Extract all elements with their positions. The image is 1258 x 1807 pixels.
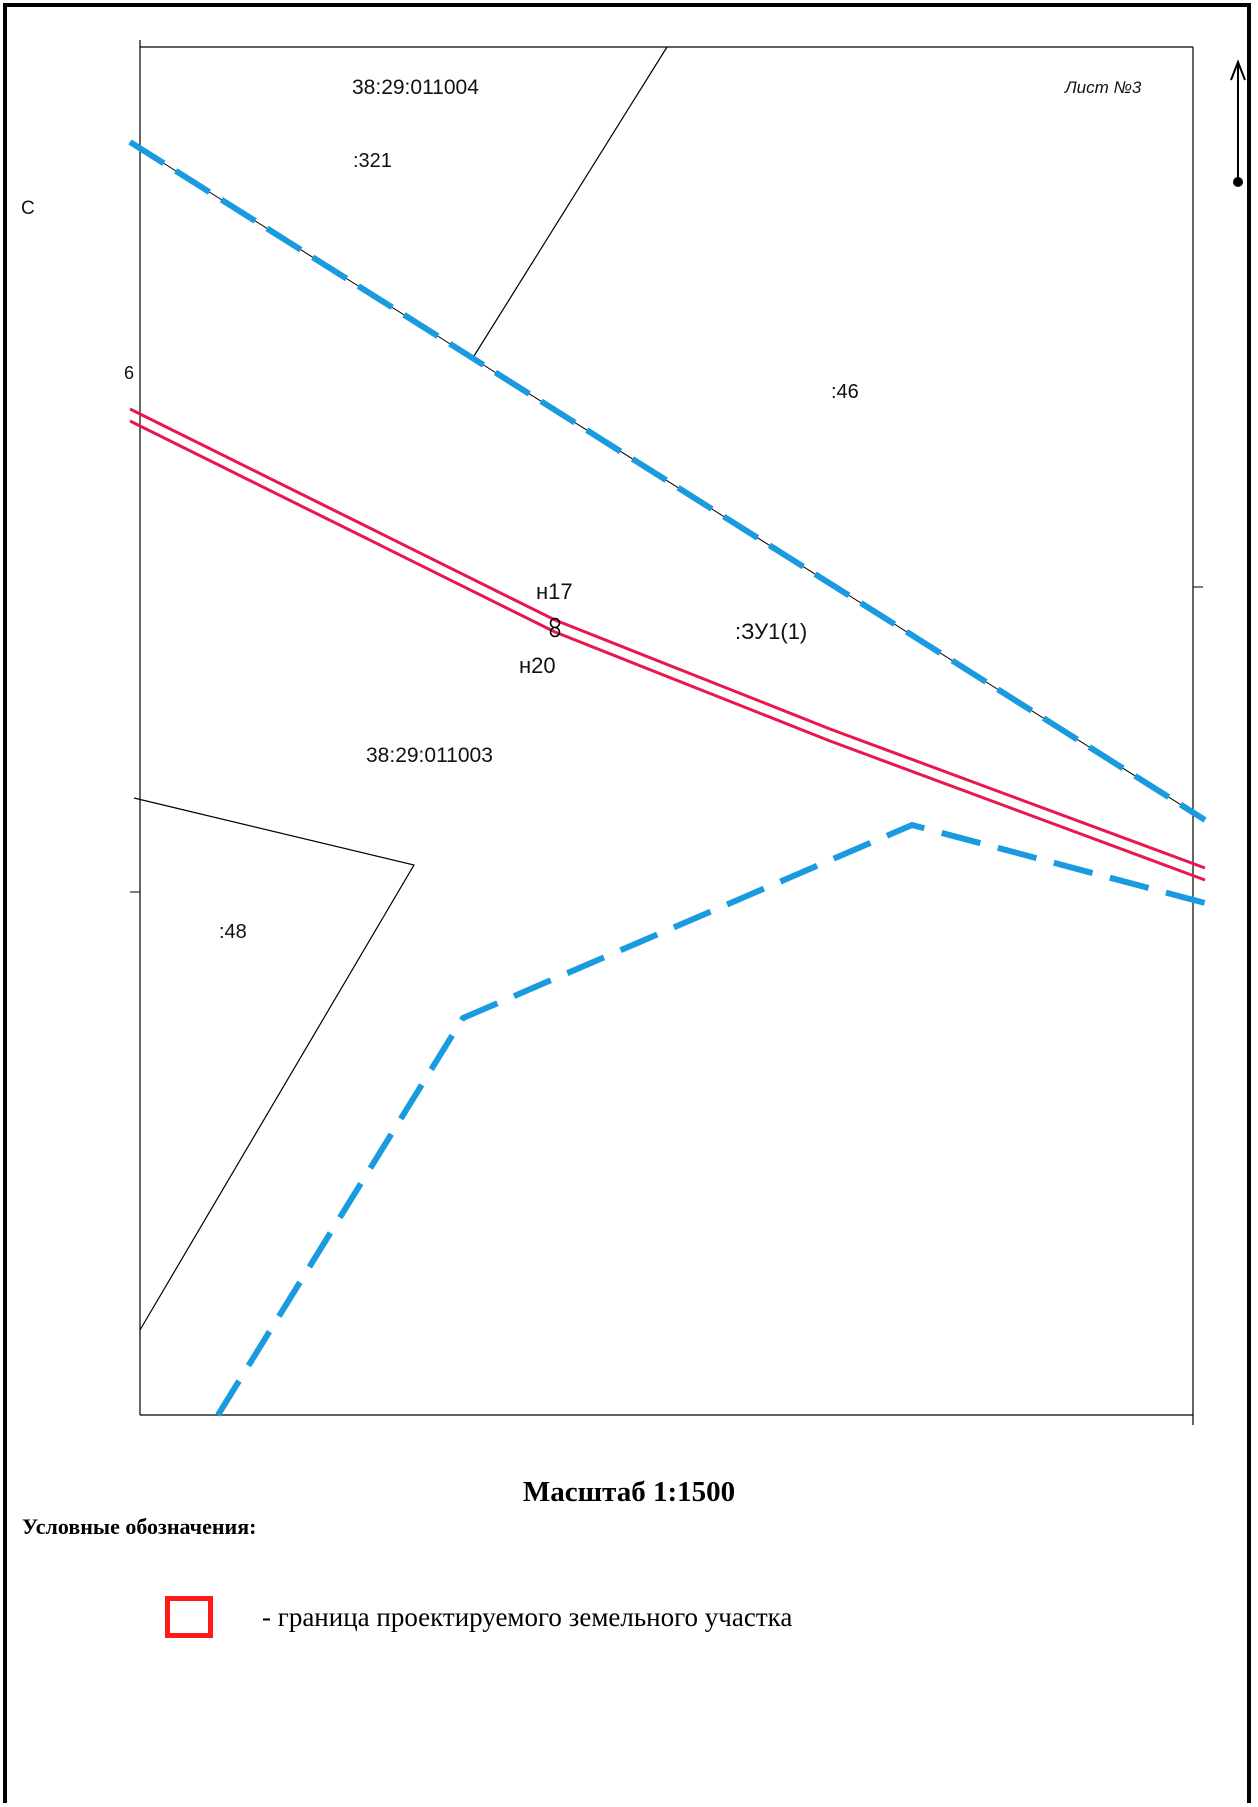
point-label-n20: н20 <box>519 653 556 678</box>
sheet-label: Лист №3 <box>1064 78 1142 97</box>
scale-title: Масштаб 1:1500 <box>0 1476 1258 1509</box>
legend-title: Условные обозначения: <box>22 1514 256 1540</box>
parcel-label-zu1: :ЗУ1(1) <box>735 619 807 644</box>
north-arrow-icon <box>1231 62 1245 187</box>
red-square-outline-icon <box>165 1596 213 1638</box>
margin-fragment: 6 <box>124 363 134 383</box>
parcel-line-48 <box>134 798 414 1330</box>
legend-item-text: - граница проектируемого земельного учас… <box>262 1602 792 1633</box>
parcel-line-321-46 <box>474 47 667 356</box>
quarter-label-top: 38:29:011004 <box>352 76 479 99</box>
quarter-label-bottom: 38:29:011003 <box>366 744 493 767</box>
point-label-n17: н17 <box>536 579 573 604</box>
parcel-label-321: :321 <box>353 150 392 172</box>
parcel-label-46: :46 <box>831 381 859 403</box>
legend-item: - граница проектируемого земельного учас… <box>0 1590 1258 1650</box>
parcel-label-48: :48 <box>219 921 247 943</box>
margin-letter: С <box>21 198 35 219</box>
cadastral-boundary-lower <box>218 825 1205 1415</box>
